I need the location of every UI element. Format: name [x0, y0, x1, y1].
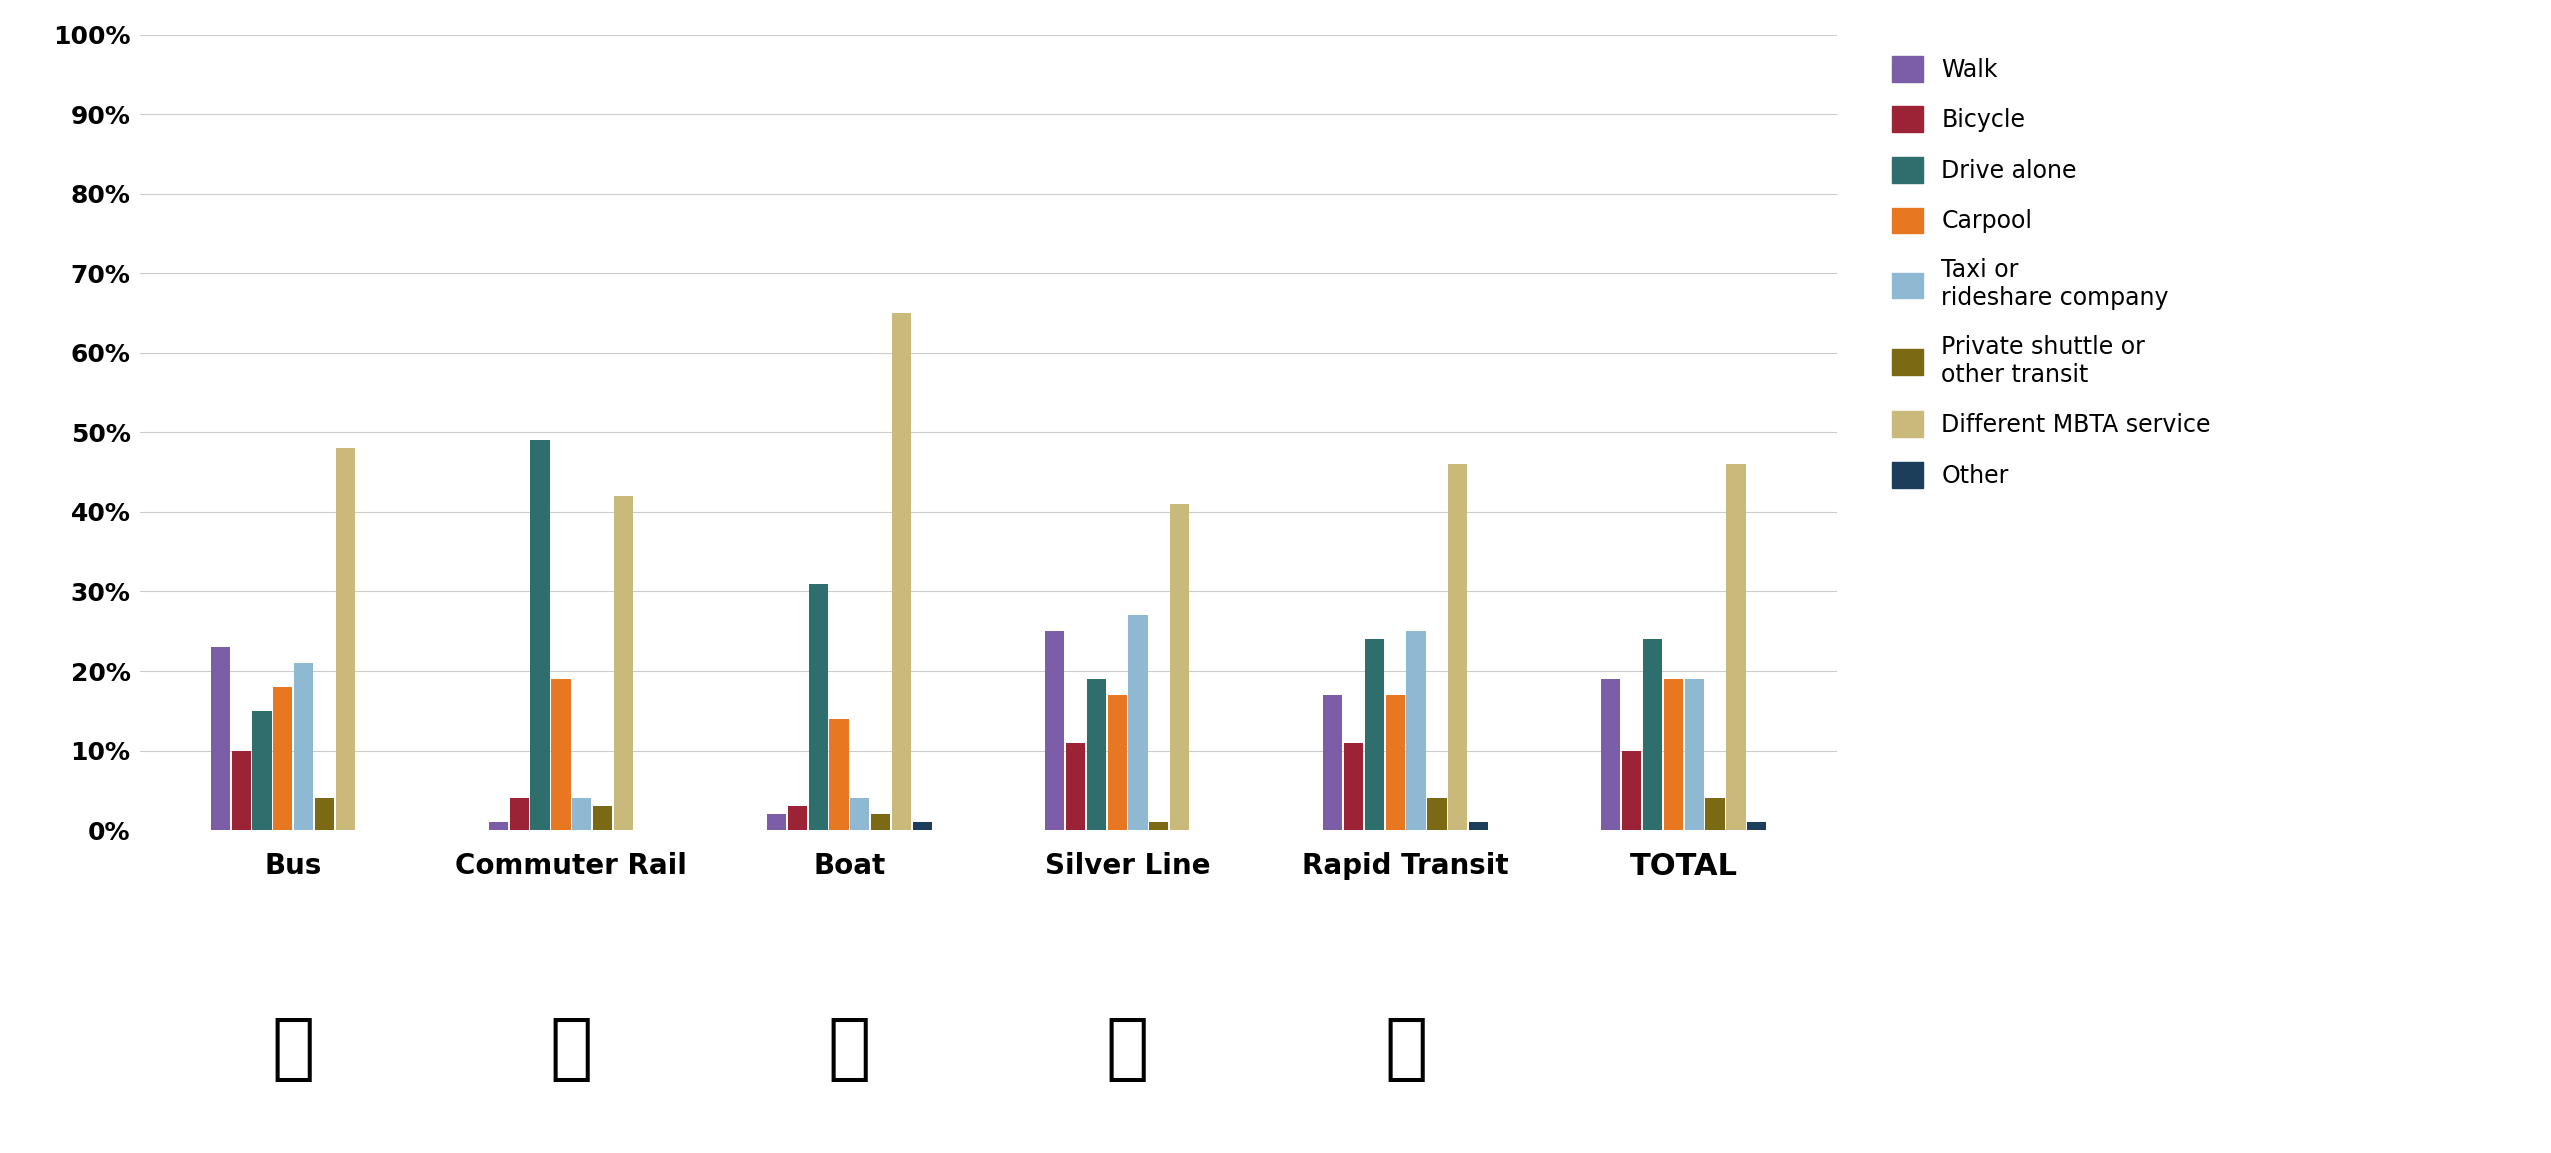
Bar	[849, 798, 870, 830]
Text: 🚂: 🚂	[548, 1015, 592, 1084]
Bar	[1684, 679, 1704, 830]
Bar	[788, 806, 806, 830]
Bar	[571, 798, 592, 830]
Bar	[490, 822, 508, 830]
Bar	[1087, 679, 1107, 830]
Bar	[1643, 639, 1663, 830]
Bar	[870, 814, 890, 830]
Bar	[1406, 631, 1426, 830]
Bar	[1622, 751, 1640, 830]
Bar	[1385, 695, 1406, 830]
Bar	[314, 798, 334, 830]
Bar	[1128, 616, 1148, 830]
Bar	[1171, 504, 1189, 830]
Bar	[893, 312, 911, 830]
Bar	[1727, 465, 1745, 830]
Bar	[829, 718, 849, 830]
Bar	[212, 647, 230, 830]
Bar	[1602, 679, 1620, 830]
Bar	[1429, 798, 1446, 830]
Bar	[1046, 631, 1064, 830]
Bar	[1365, 639, 1385, 830]
Bar	[1663, 679, 1684, 830]
Bar	[1324, 695, 1342, 830]
Legend: Walk, Bicycle, Drive alone, Carpool, Taxi or
rideshare company, Private shuttle : Walk, Bicycle, Drive alone, Carpool, Tax…	[1883, 46, 2219, 497]
Bar	[1066, 743, 1084, 830]
Text: 🚌: 🚌	[1107, 1015, 1151, 1084]
Bar	[768, 814, 786, 830]
Bar	[273, 687, 293, 830]
Bar	[1344, 743, 1362, 830]
Bar	[615, 496, 633, 830]
Bar	[1707, 798, 1724, 830]
Bar	[1151, 822, 1168, 830]
Bar	[1469, 822, 1487, 830]
Bar	[913, 822, 931, 830]
Bar	[1747, 822, 1765, 830]
Bar	[551, 679, 571, 830]
Bar	[232, 751, 250, 830]
Bar	[1449, 465, 1467, 830]
Bar	[293, 663, 314, 830]
Bar	[1107, 695, 1128, 830]
Bar	[592, 806, 612, 830]
Bar	[253, 710, 270, 830]
Text: ⛴: ⛴	[827, 1015, 870, 1084]
Bar	[809, 583, 827, 830]
Bar	[337, 449, 355, 830]
Text: 🚌: 🚌	[270, 1015, 314, 1084]
Bar	[531, 440, 548, 830]
Bar	[510, 798, 528, 830]
Text: 🚋: 🚋	[1385, 1015, 1429, 1084]
